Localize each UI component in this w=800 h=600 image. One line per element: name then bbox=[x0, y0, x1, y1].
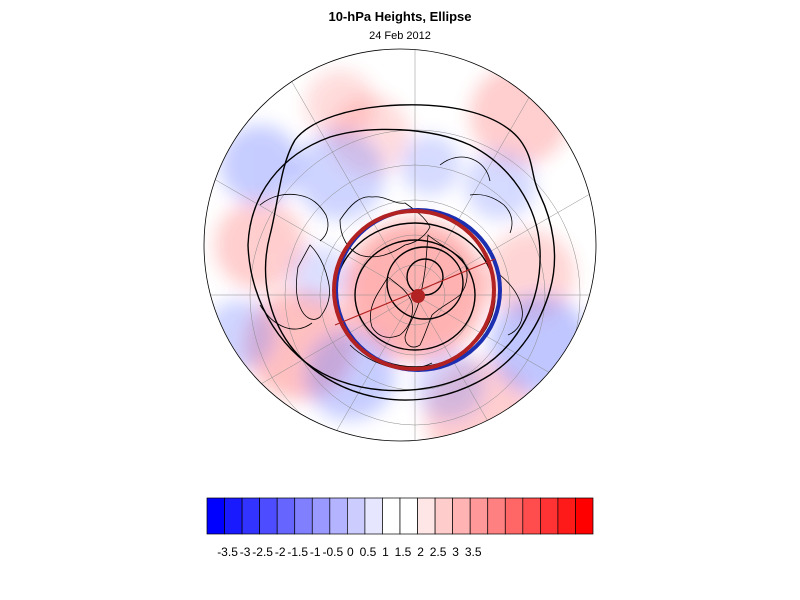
colorbar-swatch bbox=[557, 497, 576, 535]
colorbar-tick-label: -3 bbox=[240, 545, 251, 559]
colorbar-swatch bbox=[364, 497, 383, 535]
colorbar-tick-label: -0.5 bbox=[322, 545, 343, 559]
colorbar-tick-label: 0.5 bbox=[360, 545, 377, 559]
colorbar-swatch bbox=[329, 497, 348, 535]
colorbar-labels: -3.5 -3 -2.5 -2 -1.5 -1 -0.5 0 0.5 1 1.5 2 2.5 3 3.5 bbox=[217, 545, 482, 559]
colorbar-swatch bbox=[241, 497, 260, 535]
colorbar-tick-label: -1.5 bbox=[287, 545, 308, 559]
anomaly-blob bbox=[490, 295, 590, 395]
colorbar-swatch bbox=[206, 497, 225, 535]
globe-border bbox=[203, 48, 597, 442]
colorbar-swatch bbox=[575, 497, 594, 535]
colorbar-tick-label: 3.5 bbox=[465, 545, 482, 559]
contour-inner-4 bbox=[406, 258, 444, 296]
anomaly-blob bbox=[215, 200, 305, 290]
colorbar-swatch bbox=[224, 497, 243, 535]
anomaly-blob bbox=[305, 70, 375, 140]
colorbar-swatch bbox=[487, 497, 506, 535]
colorbar-swatch bbox=[522, 497, 541, 535]
longitude-line bbox=[204, 294, 416, 441]
colorbar-tick-label: 0 bbox=[347, 545, 354, 559]
colorbar-boxes bbox=[206, 497, 594, 535]
ellipse-red bbox=[332, 209, 496, 371]
map-title: 10-hPa Heights, Ellipse bbox=[328, 9, 472, 24]
colorbar-swatch bbox=[347, 497, 366, 535]
contour-inner-2 bbox=[354, 239, 476, 351]
colorbar-swatch bbox=[540, 497, 559, 535]
colorbar-swatch bbox=[452, 497, 471, 535]
colorbar-tick-label: -3.5 bbox=[217, 545, 238, 559]
colorbar-tick-label: 1.5 bbox=[395, 545, 412, 559]
anomaly-blob bbox=[470, 65, 570, 165]
longitude-line bbox=[414, 134, 596, 296]
colorbar-tick-label: -2 bbox=[275, 545, 286, 559]
colorbar-tick-label: 2 bbox=[417, 545, 424, 559]
ellipse-center bbox=[411, 289, 425, 303]
colorbar-swatch bbox=[434, 497, 453, 535]
colorbar-swatch bbox=[259, 497, 278, 535]
colorbar-tick-label: 2.5 bbox=[430, 545, 447, 559]
anomaly-blob bbox=[465, 150, 535, 220]
colorbar-tick-label: -1 bbox=[310, 545, 321, 559]
colorbar-tick-label: 3 bbox=[452, 545, 459, 559]
colorbar-swatch bbox=[504, 497, 524, 535]
colorbar-swatch bbox=[311, 497, 331, 535]
colorbar-swatch bbox=[469, 497, 489, 535]
map-date: 24 Feb 2012 bbox=[369, 30, 431, 42]
longitude-line bbox=[204, 134, 416, 296]
anomaly-blob bbox=[295, 130, 385, 220]
colorbar-tick-label: 1 bbox=[382, 545, 389, 559]
colorbar-swatch bbox=[294, 497, 313, 535]
polar-map bbox=[203, 48, 597, 442]
colorbar-swatch bbox=[417, 497, 436, 535]
contour-inner-3 bbox=[386, 246, 464, 320]
colorbar-swatch bbox=[399, 497, 418, 535]
anomaly-blob bbox=[220, 125, 300, 205]
colorbar-swatch bbox=[276, 497, 296, 535]
anomaly-blob bbox=[305, 330, 395, 420]
colorbar: -3.5 -3 -2.5 -2 -1.5 -1 -0.5 0 0.5 1 1.5 2 2.5 3 3.5 bbox=[206, 497, 594, 559]
colorbar-swatch bbox=[382, 497, 401, 535]
colorbar-tick-label: -2.5 bbox=[252, 545, 273, 559]
